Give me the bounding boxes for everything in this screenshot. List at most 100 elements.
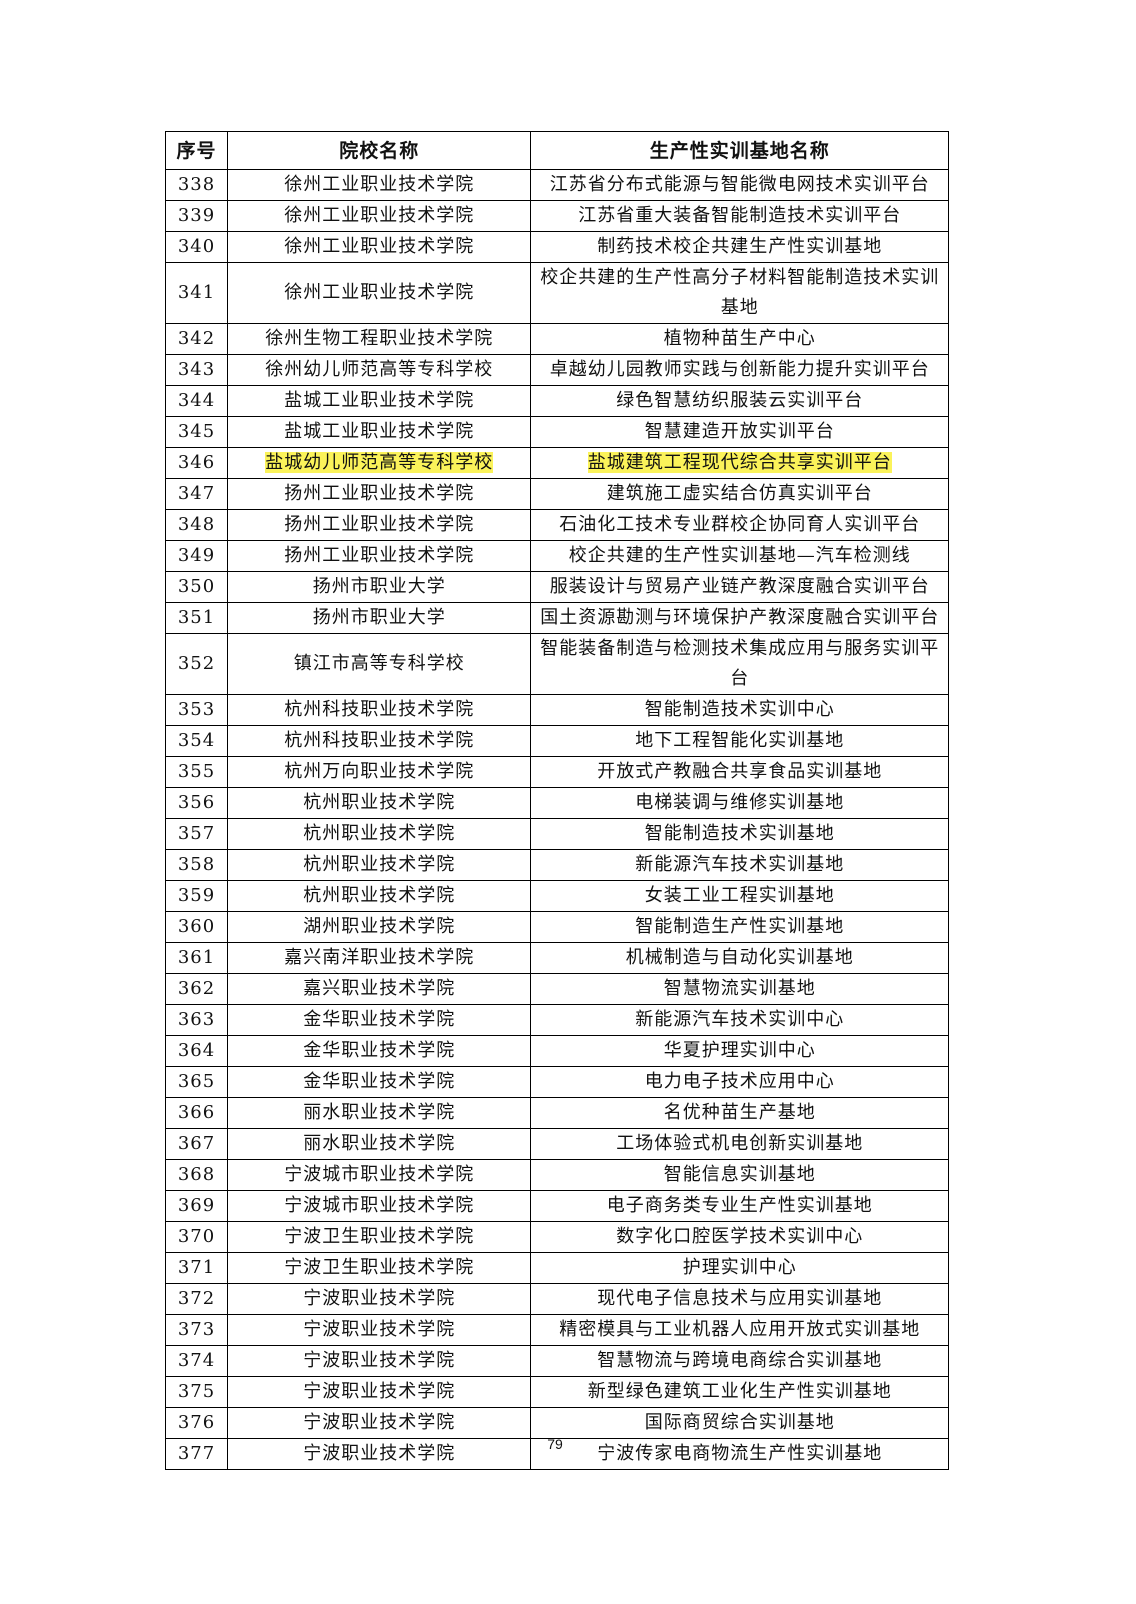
school-name-cell: 丽水职业技术学院 bbox=[227, 1097, 532, 1129]
base-name-cell-text: 新能源汽车技术实训中心 bbox=[635, 1009, 845, 1030]
table-row: 340 徐州工业职业技术学院 制药技术校企共建生产性实训基地 bbox=[164, 231, 949, 263]
base-name-cell-text: 名优种苗生产基地 bbox=[663, 1102, 816, 1123]
school-name-cell-text: 嘉兴职业技术学院 bbox=[303, 978, 456, 999]
serial-number-cell-text: 374 bbox=[177, 1350, 216, 1371]
school-name-cell: 杭州职业技术学院 bbox=[227, 787, 532, 819]
school-name-cell: 盐城工业职业技术学院 bbox=[227, 385, 532, 417]
base-name-cell: 华夏护理实训中心 bbox=[530, 1035, 949, 1067]
base-name-cell-text: 校企共建的生产性实训基地—汽车检测线 bbox=[568, 545, 911, 566]
table-row: 359 杭州职业技术学院 女装工业工程实训基地 bbox=[164, 880, 949, 912]
serial-number-cell: 345 bbox=[164, 416, 229, 448]
base-name-cell: 服装设计与贸易产业链产教深度融合实训平台 bbox=[530, 571, 949, 603]
base-name-cell: 绿色智慧纺织服装云实训平台 bbox=[530, 385, 949, 417]
table-row: 374 宁波职业技术学院 智慧物流与跨境电商综合实训基地 bbox=[164, 1345, 949, 1377]
serial-number-cell: 377 bbox=[164, 1438, 229, 1470]
serial-number-cell-text: 349 bbox=[177, 545, 216, 566]
table-row: 357 杭州职业技术学院 智能制造技术实训基地 bbox=[164, 818, 949, 850]
table-row: 354 杭州科技职业技术学院 地下工程智能化实训基地 bbox=[164, 725, 949, 757]
base-name-cell-text: 地下工程智能化实训基地 bbox=[635, 730, 845, 751]
serial-number-cell: 338 bbox=[164, 169, 229, 201]
serial-number-cell-text: 355 bbox=[177, 761, 216, 782]
base-name-cell: 国际商贸综合实训基地 bbox=[530, 1407, 949, 1439]
table-row: 343 徐州幼儿师范高等专科学校 卓越幼儿园教师实践与创新能力提升实训平台 bbox=[164, 354, 949, 386]
school-name-cell-text: 杭州职业技术学院 bbox=[303, 792, 456, 813]
school-name-cell: 徐州工业职业技术学院 bbox=[227, 231, 532, 263]
table-row: 352 镇江市高等专科学校 智能装备制造与检测技术集成应用与服务实训平台 bbox=[164, 633, 949, 695]
school-name-cell: 徐州生物工程职业技术学院 bbox=[227, 323, 532, 355]
school-name-cell-text: 扬州工业职业技术学院 bbox=[284, 483, 475, 504]
serial-number-cell: 356 bbox=[164, 787, 229, 819]
serial-number-cell-text: 360 bbox=[177, 916, 216, 937]
base-name-cell-text: 机械制造与自动化实训基地 bbox=[625, 947, 854, 968]
serial-number-cell: 359 bbox=[164, 880, 229, 912]
school-name-cell-text: 扬州市职业大学 bbox=[312, 607, 446, 628]
table-row: 368 宁波城市职业技术学院 智能信息实训基地 bbox=[164, 1159, 949, 1191]
header-serial-number: 序号 bbox=[164, 131, 229, 170]
serial-number-cell-text: 376 bbox=[177, 1412, 216, 1433]
serial-number-cell-text: 354 bbox=[177, 730, 216, 751]
school-name-cell: 金华职业技术学院 bbox=[227, 1004, 532, 1036]
table-row: 375 宁波职业技术学院 新型绿色建筑工业化生产性实训基地 bbox=[164, 1376, 949, 1408]
base-name-cell-text: 智能制造技术实训基地 bbox=[644, 823, 835, 844]
school-name-cell-text: 宁波职业技术学院 bbox=[303, 1350, 456, 1371]
serial-number-cell: 360 bbox=[164, 911, 229, 943]
school-name-cell: 镇江市高等专科学校 bbox=[227, 633, 532, 695]
base-name-cell-text: 江苏省分布式能源与智能微电网技术实训平台 bbox=[549, 174, 930, 195]
serial-number-cell: 349 bbox=[164, 540, 229, 572]
school-name-cell: 嘉兴职业技术学院 bbox=[227, 973, 532, 1005]
school-name-cell: 徐州工业职业技术学院 bbox=[227, 200, 532, 232]
serial-number-cell-text: 350 bbox=[177, 576, 216, 597]
base-name-cell: 植物种苗生产中心 bbox=[530, 323, 949, 355]
school-name-cell-text: 徐州生物工程职业技术学院 bbox=[265, 328, 494, 349]
base-name-cell-text: 制药技术校企共建生产性实训基地 bbox=[597, 236, 883, 257]
table-row: 341 徐州工业职业技术学院 校企共建的生产性高分子材料智能制造技术实训基地 bbox=[164, 262, 949, 324]
serial-number-cell-text: 358 bbox=[177, 854, 216, 875]
school-name-cell-text: 湖州职业技术学院 bbox=[303, 916, 456, 937]
serial-number-cell-text: 375 bbox=[177, 1381, 216, 1402]
serial-number-cell: 353 bbox=[164, 694, 229, 726]
table-row: 349 扬州工业职业技术学院 校企共建的生产性实训基地—汽车检测线 bbox=[164, 540, 949, 572]
table-row: 365 金华职业技术学院 电力电子技术应用中心 bbox=[164, 1066, 949, 1098]
school-name-cell: 徐州幼儿师范高等专科学校 bbox=[227, 354, 532, 386]
serial-number-cell-text: 367 bbox=[177, 1133, 216, 1154]
base-name-cell-text: 卓越幼儿园教师实践与创新能力提升实训平台 bbox=[549, 359, 930, 380]
serial-number-cell: 341 bbox=[164, 262, 229, 324]
base-name-cell: 智能装备制造与检测技术集成应用与服务实训平台 bbox=[530, 633, 949, 695]
serial-number-cell: 344 bbox=[164, 385, 229, 417]
serial-number-cell-text: 366 bbox=[177, 1102, 216, 1123]
school-name-cell: 徐州工业职业技术学院 bbox=[227, 169, 532, 201]
serial-number-cell: 364 bbox=[164, 1035, 229, 1067]
serial-number-cell: 375 bbox=[164, 1376, 229, 1408]
base-name-cell-text: 石油化工技术专业群校企协同育人实训平台 bbox=[559, 514, 921, 535]
school-name-cell-text: 盐城工业职业技术学院 bbox=[284, 421, 475, 442]
school-name-cell: 扬州工业职业技术学院 bbox=[227, 478, 532, 510]
school-name-cell-text: 杭州科技职业技术学院 bbox=[284, 730, 475, 751]
serial-number-cell: 342 bbox=[164, 323, 229, 355]
base-name-cell-text: 护理实训中心 bbox=[682, 1257, 797, 1278]
table-row: 344 盐城工业职业技术学院 绿色智慧纺织服装云实训平台 bbox=[164, 385, 949, 417]
base-name-cell-text: 智慧建造开放实训平台 bbox=[644, 421, 835, 442]
serial-number-cell: 367 bbox=[164, 1128, 229, 1160]
base-name-cell: 校企共建的生产性高分子材料智能制造技术实训基地 bbox=[530, 262, 949, 324]
base-name-cell-text: 精密模具与工业机器人应用开放式实训基地 bbox=[559, 1319, 921, 1340]
school-name-cell-text: 杭州职业技术学院 bbox=[303, 823, 456, 844]
serial-number-cell-text: 347 bbox=[177, 483, 216, 504]
school-name-cell: 杭州职业技术学院 bbox=[227, 849, 532, 881]
base-name-cell-text: 电力电子技术应用中心 bbox=[644, 1071, 835, 1092]
training-base-table: 序号 院校名称 生产性实训基地名称 338 徐州工业职业技术学院 江苏省分布式能源与… bbox=[164, 131, 949, 1470]
serial-number-cell: 355 bbox=[164, 756, 229, 788]
base-name-cell-text: 宁波传家电商物流生产性实训基地 bbox=[597, 1443, 883, 1464]
base-name-cell-text: 智能制造技术实训中心 bbox=[644, 699, 835, 720]
base-name-cell-text: 国际商贸综合实训基地 bbox=[644, 1412, 835, 1433]
school-name-cell: 杭州万向职业技术学院 bbox=[227, 756, 532, 788]
base-name-cell-text: 智能信息实训基地 bbox=[663, 1164, 816, 1185]
school-name-cell-text: 宁波城市职业技术学院 bbox=[284, 1164, 475, 1185]
base-name-cell-text: 现代电子信息技术与应用实训基地 bbox=[597, 1288, 883, 1309]
school-name-cell-text: 杭州万向职业技术学院 bbox=[284, 761, 475, 782]
table-row: 347 扬州工业职业技术学院 建筑施工虚实结合仿真实训平台 bbox=[164, 478, 949, 510]
base-name-cell: 新能源汽车技术实训基地 bbox=[530, 849, 949, 881]
serial-number-cell-text: 340 bbox=[177, 236, 216, 257]
school-name-cell-text: 徐州工业职业技术学院 bbox=[284, 236, 475, 257]
base-name-cell: 新型绿色建筑工业化生产性实训基地 bbox=[530, 1376, 949, 1408]
serial-number-cell-text: 343 bbox=[177, 359, 216, 380]
